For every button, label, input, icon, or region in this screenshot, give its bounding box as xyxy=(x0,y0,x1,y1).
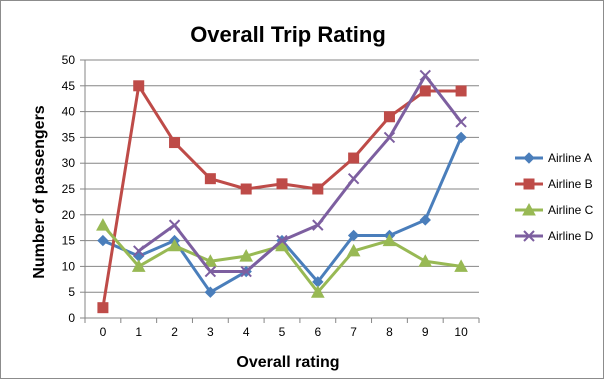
data-point-airline-a xyxy=(455,131,467,144)
legend-item-airline-c: Airline C xyxy=(515,202,594,217)
x-tick-label: 0 xyxy=(100,325,107,339)
legend-label-airline-c: Airline C xyxy=(548,203,594,217)
x-marker-stroke xyxy=(133,245,145,257)
series-line-airline-b xyxy=(101,84,463,310)
data-point-airline-b xyxy=(455,85,467,97)
data-point-airline-c xyxy=(203,254,218,267)
y-axis-label: Number of passengers xyxy=(31,105,48,278)
data-point-airline-d xyxy=(133,245,145,257)
x-marker-stroke xyxy=(240,265,252,278)
data-point-airline-d xyxy=(240,265,252,278)
chart-title: Overall Trip Rating xyxy=(190,22,386,47)
data-point-airline-b xyxy=(419,85,431,97)
y-tick-label: 15 xyxy=(62,234,76,248)
legend-marker-airline-a xyxy=(523,152,535,164)
legend: Airline A Airline B Airline C Airline D xyxy=(515,151,594,243)
x-tick-label: 3 xyxy=(207,325,214,339)
legend-label-airline-d: Airline D xyxy=(548,229,594,243)
x-marker-stroke xyxy=(383,131,396,144)
legend-label-airline-b: Airline B xyxy=(548,177,593,191)
y-tick-label: 30 xyxy=(62,156,76,170)
legend-marker-airline-b xyxy=(523,178,535,190)
data-point-airline-c xyxy=(131,259,146,272)
x-tick-label: 10 xyxy=(454,325,468,339)
data-point-airline-b xyxy=(204,173,216,185)
x-marker-stroke xyxy=(347,172,360,185)
data-point-airline-c xyxy=(454,259,468,272)
data-point-airline-d xyxy=(168,219,181,231)
legend-item-airline-d: Airline D xyxy=(515,229,594,243)
x-marker-stroke xyxy=(455,116,467,128)
data-point-airline-a xyxy=(419,214,431,226)
data-point-airline-b xyxy=(312,183,324,195)
data-point-airline-c xyxy=(167,238,182,252)
x-marker-stroke xyxy=(276,234,288,247)
data-point-airline-b xyxy=(383,111,395,123)
series-layer xyxy=(96,69,468,314)
data-point-airline-a xyxy=(204,286,217,298)
data-point-airline-b xyxy=(276,178,288,190)
series-airline-b xyxy=(97,80,467,314)
x-tick-label: 4 xyxy=(243,325,250,339)
data-point-airline-b xyxy=(133,80,145,92)
data-point-airline-d xyxy=(383,131,396,144)
x-marker-stroke xyxy=(312,219,324,231)
y-tick-label: 50 xyxy=(62,53,76,67)
x-tick-label: 9 xyxy=(422,325,429,339)
data-point-airline-d xyxy=(455,116,467,128)
x-marker-stroke xyxy=(419,69,431,82)
legend-item-airline-b: Airline B xyxy=(515,177,593,191)
data-point-airline-c xyxy=(239,249,254,262)
data-point-airline-b xyxy=(348,152,360,164)
data-point-airline-b xyxy=(97,302,109,314)
y-tick-label: 20 xyxy=(62,208,76,222)
series-airline-c xyxy=(96,218,468,298)
legend-label-airline-a: Airline A xyxy=(548,151,592,165)
x-tick-label: 1 xyxy=(135,325,142,339)
legend-item-airline-a: Airline A xyxy=(515,151,592,165)
data-point-airline-b xyxy=(169,137,181,149)
data-point-airline-c xyxy=(310,285,325,298)
data-point-airline-d xyxy=(204,265,217,278)
data-point-airline-c xyxy=(382,233,397,247)
data-point-airline-c xyxy=(275,238,289,252)
legend-marker-airline-c xyxy=(522,202,536,216)
x-marker-stroke xyxy=(523,230,535,242)
data-point-airline-d xyxy=(312,219,324,231)
legend-marker-airline-d xyxy=(523,230,535,242)
x-tick-label: 6 xyxy=(314,325,321,339)
data-point-airline-c xyxy=(346,243,361,257)
x-tick-label: 8 xyxy=(386,325,393,339)
data-point-airline-b xyxy=(240,183,252,195)
x-tick-label: 7 xyxy=(350,325,357,339)
y-tick-label: 40 xyxy=(62,105,76,119)
data-point-airline-c xyxy=(96,218,110,231)
data-point-airline-d xyxy=(347,172,360,185)
y-tick-label: 45 xyxy=(62,79,76,93)
x-tick-label: 5 xyxy=(279,325,286,339)
y-tick-label: 10 xyxy=(62,259,76,273)
data-point-airline-d xyxy=(419,69,431,82)
y-tick-label: 0 xyxy=(68,311,75,325)
series-airline-d xyxy=(133,69,467,278)
data-point-airline-a xyxy=(347,229,360,242)
x-marker-stroke xyxy=(168,219,181,231)
data-point-airline-a xyxy=(97,234,109,247)
data-point-airline-d xyxy=(276,234,288,247)
series-line-airline-d xyxy=(137,73,463,274)
x-axis-label: Overall rating xyxy=(236,354,339,371)
x-tick-label: 2 xyxy=(171,325,178,339)
x-marker-stroke xyxy=(204,265,217,278)
y-tick-label: 25 xyxy=(62,182,76,196)
data-point-airline-c xyxy=(418,254,433,267)
y-tick-label: 5 xyxy=(68,285,75,299)
y-tick-label: 35 xyxy=(62,130,76,144)
